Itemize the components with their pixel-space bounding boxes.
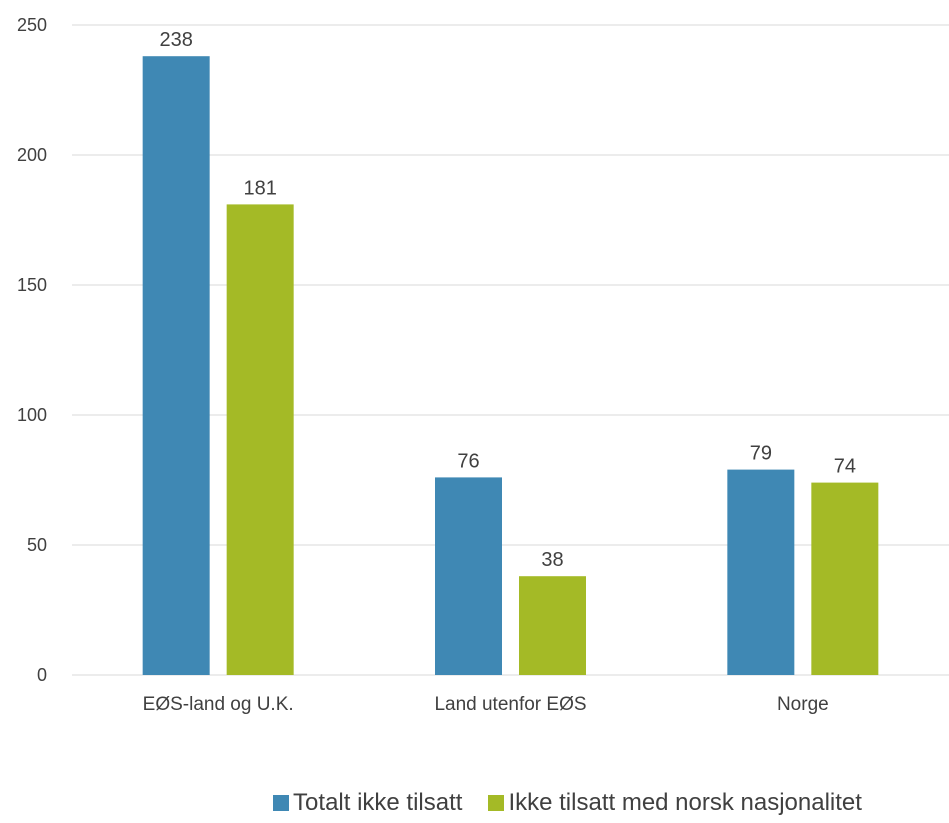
legend-swatch-blue — [273, 795, 289, 811]
data-label: 181 — [243, 177, 276, 199]
data-label: 79 — [750, 443, 772, 465]
bar-total-1 — [435, 477, 502, 675]
legend-label-series-1: Totalt ikke tilsatt — [293, 789, 462, 817]
y-tick-label: 0 — [37, 665, 47, 685]
bar-total-0 — [143, 56, 210, 675]
legend-label-series-2: Ikke tilsatt med norsk nasjonalitet — [508, 789, 862, 817]
x-category-label: Land utenfor EØS — [434, 694, 586, 715]
x-category-label: Norge — [777, 694, 829, 715]
y-tick-label: 100 — [17, 405, 47, 425]
x-category-label: EØS-land og U.K. — [143, 694, 294, 715]
bar-norsk-0 — [227, 204, 294, 675]
legend-item-series-1: Totalt ikke tilsatt — [273, 789, 462, 817]
y-tick-label: 50 — [27, 535, 47, 555]
data-label: 238 — [159, 29, 192, 51]
bars — [143, 56, 879, 675]
legend-swatch-green — [488, 795, 504, 811]
x-axis-categories: EØS-land og U.K. Land utenfor EØS Norge — [143, 694, 829, 715]
legend: Totalt ikke tilsatt Ikke tilsatt med nor… — [0, 788, 949, 818]
data-label: 76 — [457, 450, 479, 472]
y-tick-label: 150 — [17, 275, 47, 295]
bar-norsk-1 — [519, 576, 586, 675]
data-label: 74 — [834, 456, 856, 478]
y-tick-label: 250 — [17, 15, 47, 35]
y-tick-label: 200 — [17, 145, 47, 165]
data-label: 38 — [541, 549, 563, 571]
legend-item-series-2: Ikke tilsatt med norsk nasjonalitet — [488, 789, 862, 817]
bar-norsk-2 — [811, 483, 878, 675]
y-axis-ticks: 0 50 100 150 200 250 — [17, 15, 47, 685]
bar-total-2 — [727, 470, 794, 675]
